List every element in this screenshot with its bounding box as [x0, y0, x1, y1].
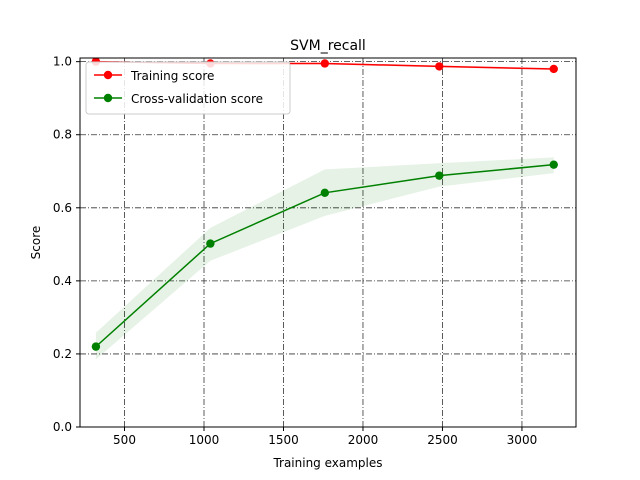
band-cv: [95, 157, 554, 360]
x-tick-label: 3000: [507, 433, 538, 447]
legend: Training score Cross-validation score: [85, 61, 291, 115]
legend-label-training: Training score: [130, 69, 214, 83]
y-tick-label: 0.6: [53, 201, 72, 215]
y-axis-label: Score: [29, 226, 43, 260]
x-tick-label: 500: [113, 433, 136, 447]
legend-swatch-cv-marker: [103, 93, 113, 103]
y-tick-label: 0.8: [53, 128, 72, 142]
legend-label-cv: Cross-validation score: [131, 92, 263, 106]
chart-title: SVM_recall: [290, 38, 366, 54]
legend-box: [85, 61, 291, 115]
x-axis-ticks: 500 1000 1500 2000 2500 3000: [113, 427, 537, 447]
point-training: [320, 59, 330, 68]
y-axis-ticks: 0.0 0.2 0.4 0.6 0.8 1.0: [53, 55, 80, 434]
point-training: [435, 62, 444, 71]
point-cv: [91, 342, 101, 351]
y-tick-label: 0.4: [53, 274, 72, 288]
x-tick-label: 2500: [427, 433, 458, 447]
x-tick-label: 1500: [268, 433, 299, 447]
plot-frame: [79, 57, 577, 428]
point-cv: [320, 188, 330, 198]
y-tick-label: 1.0: [53, 55, 72, 69]
legend-swatch-training-marker: [103, 70, 113, 80]
y-tick-label: 0.0: [53, 420, 72, 434]
x-tick-label: 2000: [348, 433, 379, 447]
y-tick-label: 0.2: [53, 347, 72, 361]
x-tick-label: 1000: [189, 433, 220, 447]
point-cv: [549, 160, 558, 169]
x-axis-label: Training examples: [272, 456, 382, 470]
point-cv: [206, 239, 215, 248]
point-cv: [435, 171, 444, 180]
point-training: [549, 64, 558, 74]
grid: [80, 58, 576, 427]
